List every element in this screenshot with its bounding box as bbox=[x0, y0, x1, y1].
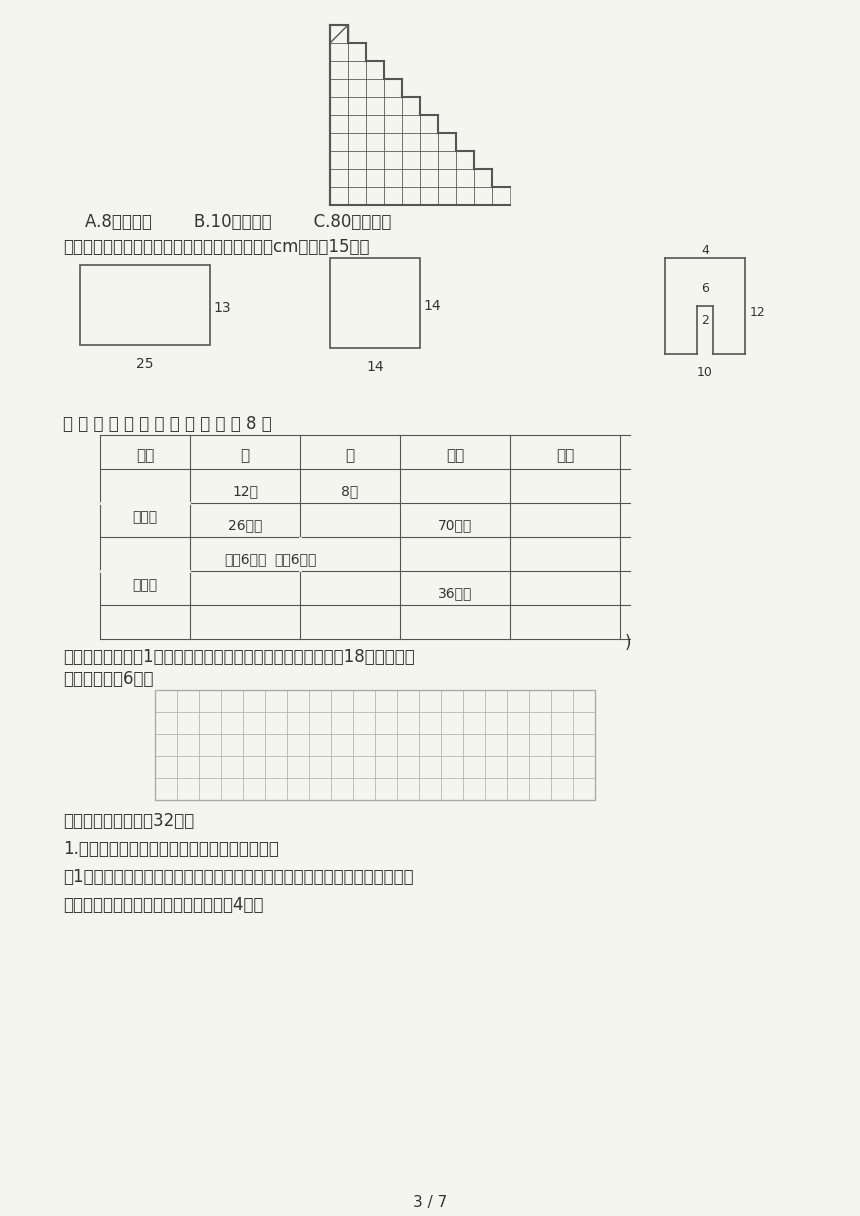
Text: 面积: 面积 bbox=[556, 449, 574, 463]
Bar bbox=[330, 97, 348, 116]
Text: （1）为了确保小鸡在阳光下能安全地自由活动，李叔叔将养鸡场的四周用栅栏: （1）为了确保小鸡在阳光下能安全地自由活动，李叔叔将养鸡场的四周用栅栏 bbox=[63, 868, 414, 886]
Text: 1.李叔叔新建了一个绿色环保养鸡场，如下图。: 1.李叔叔新建了一个绿色环保养鸡场，如下图。 bbox=[63, 840, 279, 858]
Text: 14: 14 bbox=[366, 360, 384, 375]
Bar bbox=[330, 43, 348, 61]
Bar bbox=[384, 151, 402, 169]
Bar bbox=[438, 133, 456, 151]
Bar bbox=[384, 169, 402, 187]
Bar bbox=[348, 187, 366, 206]
Bar bbox=[420, 187, 438, 206]
Text: 6: 6 bbox=[701, 282, 709, 295]
Text: 周长: 周长 bbox=[445, 449, 464, 463]
Text: 宽: 宽 bbox=[346, 449, 354, 463]
Bar bbox=[438, 187, 456, 206]
Bar bbox=[155, 689, 595, 800]
Bar bbox=[384, 116, 402, 133]
Bar bbox=[420, 133, 438, 151]
Bar bbox=[420, 116, 438, 133]
Bar bbox=[330, 133, 348, 151]
Bar bbox=[384, 133, 402, 151]
Text: 10: 10 bbox=[697, 366, 713, 379]
Bar bbox=[348, 151, 366, 169]
Text: 围了起来。这圈栅栏至少有多少米？（4分）: 围了起来。这圈栅栏至少有多少米？（4分） bbox=[63, 896, 263, 914]
Bar bbox=[384, 187, 402, 206]
Text: 13: 13 bbox=[213, 302, 230, 315]
Bar bbox=[348, 97, 366, 116]
Bar bbox=[366, 116, 384, 133]
Text: 70分米: 70分米 bbox=[438, 518, 472, 533]
Bar bbox=[474, 169, 492, 187]
Bar bbox=[492, 187, 510, 206]
Text: 边长6分米: 边长6分米 bbox=[273, 552, 316, 565]
Bar bbox=[384, 79, 402, 97]
Bar bbox=[330, 187, 348, 206]
Bar bbox=[366, 97, 384, 116]
Bar bbox=[348, 116, 366, 133]
Bar bbox=[366, 79, 384, 97]
Text: 图形: 图形 bbox=[136, 449, 154, 463]
Bar bbox=[348, 43, 366, 61]
Bar bbox=[420, 169, 438, 187]
Bar bbox=[420, 151, 438, 169]
Text: 36厘米: 36厘米 bbox=[438, 586, 472, 599]
Bar bbox=[366, 169, 384, 187]
Bar bbox=[402, 97, 420, 116]
Bar bbox=[366, 133, 384, 151]
Bar bbox=[402, 116, 420, 133]
Text: 4: 4 bbox=[701, 244, 709, 257]
Text: 长方形。（共6分）: 长方形。（共6分） bbox=[63, 670, 153, 688]
Bar bbox=[330, 79, 348, 97]
Bar bbox=[366, 151, 384, 169]
Bar bbox=[330, 26, 348, 43]
Text: 正方形: 正方形 bbox=[132, 578, 157, 592]
Text: A.8平方厘米        B.10平方厘米        C.80平方厘米: A.8平方厘米 B.10平方厘米 C.80平方厘米 bbox=[85, 213, 391, 231]
Bar bbox=[456, 169, 474, 187]
Bar bbox=[456, 187, 474, 206]
Text: 2: 2 bbox=[701, 314, 709, 327]
Bar bbox=[80, 265, 210, 345]
Bar bbox=[348, 169, 366, 187]
Bar bbox=[366, 61, 384, 79]
Text: ): ) bbox=[625, 634, 631, 652]
Bar bbox=[438, 151, 456, 169]
Text: 26分米: 26分米 bbox=[228, 518, 262, 533]
Bar bbox=[402, 187, 420, 206]
Text: 8米: 8米 bbox=[341, 484, 359, 499]
Bar bbox=[402, 151, 420, 169]
Bar bbox=[348, 133, 366, 151]
Text: 12米: 12米 bbox=[232, 484, 258, 499]
Bar bbox=[384, 97, 402, 116]
Bar bbox=[402, 133, 420, 151]
Bar bbox=[474, 187, 492, 206]
Text: 五 、 算 一 算 ， 填 一 填 。 （ 共 8 分: 五 、 算 一 算 ， 填 一 填 。 （ 共 8 分 bbox=[63, 415, 272, 433]
Text: 3 / 7: 3 / 7 bbox=[413, 1195, 447, 1210]
Bar bbox=[330, 169, 348, 187]
Text: 12: 12 bbox=[750, 306, 765, 319]
Text: 边长6分米: 边长6分米 bbox=[224, 552, 267, 565]
Text: 14: 14 bbox=[423, 299, 440, 313]
Text: 七、解决问题。（共32分）: 七、解决问题。（共32分） bbox=[63, 812, 194, 831]
Bar bbox=[330, 61, 348, 79]
Text: 四、分别求出下面图形的周长和面积。（单位：cm）（共15分）: 四、分别求出下面图形的周长和面积。（单位：cm）（共15分） bbox=[63, 238, 370, 257]
Bar bbox=[402, 169, 420, 187]
Bar bbox=[438, 169, 456, 187]
Bar bbox=[330, 116, 348, 133]
Bar bbox=[330, 258, 420, 348]
Bar bbox=[348, 61, 366, 79]
Bar bbox=[366, 187, 384, 206]
Text: 长: 长 bbox=[241, 449, 249, 463]
Text: 六、下面每小格是1平方厘米。请在方格纸上画出两个面积都是18平方厘米的: 六、下面每小格是1平方厘米。请在方格纸上画出两个面积都是18平方厘米的 bbox=[63, 648, 415, 666]
Bar bbox=[456, 151, 474, 169]
Text: 25: 25 bbox=[136, 358, 154, 371]
Bar bbox=[330, 151, 348, 169]
Text: 长方形: 长方形 bbox=[132, 510, 157, 524]
Bar bbox=[348, 79, 366, 97]
